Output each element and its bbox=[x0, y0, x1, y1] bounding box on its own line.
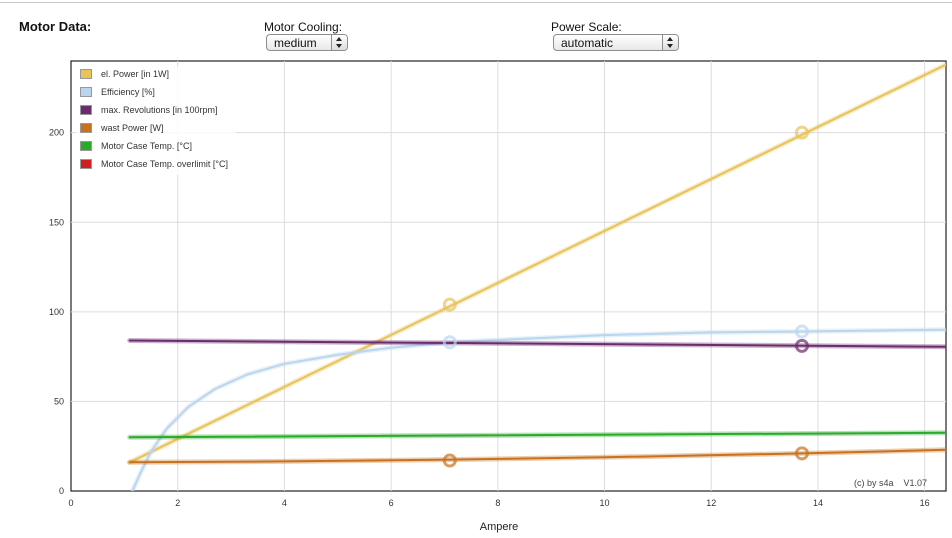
legend-swatch bbox=[80, 69, 92, 79]
x-axis-label: Ampere bbox=[480, 521, 519, 533]
motor-cooling-select[interactable]: medium bbox=[266, 34, 348, 51]
legend-swatch bbox=[80, 123, 92, 133]
legend-label: Motor Case Temp. [°C] bbox=[101, 141, 192, 151]
legend-label: wast Power [W] bbox=[101, 123, 164, 133]
y-tick-label: 0 bbox=[59, 486, 64, 496]
legend-item: Motor Case Temp. overlimit [°C] bbox=[76, 157, 236, 175]
series-line bbox=[128, 63, 946, 464]
top-divider bbox=[0, 2, 952, 3]
credit-text: (c) by s4a V1.07 bbox=[854, 478, 927, 488]
credit-author: (c) by s4a bbox=[854, 478, 894, 488]
motor-cooling-value: medium bbox=[274, 36, 317, 50]
x-tick-label: 0 bbox=[68, 498, 73, 508]
series-line bbox=[128, 448, 946, 464]
series-line bbox=[128, 431, 946, 439]
x-tick-label: 2 bbox=[175, 498, 180, 508]
power-scale-select[interactable]: automatic bbox=[553, 34, 679, 51]
legend-swatch bbox=[80, 159, 92, 169]
x-tick-label: 4 bbox=[282, 498, 287, 508]
select-arrows-icon bbox=[331, 35, 347, 50]
series-marker bbox=[794, 324, 809, 339]
legend-label: max. Revolutions [in 100rpm] bbox=[101, 105, 218, 115]
x-tick-label: 8 bbox=[495, 498, 500, 508]
legend-label: Efficiency [%] bbox=[101, 87, 155, 97]
power-scale-value: automatic bbox=[561, 36, 614, 50]
motor-cooling-label: Motor Cooling: bbox=[264, 20, 343, 34]
x-tick-label: 6 bbox=[389, 498, 394, 508]
credit-version: V1.07 bbox=[903, 478, 928, 488]
y-tick-label: 50 bbox=[54, 396, 64, 406]
x-tick-label: 16 bbox=[920, 498, 930, 508]
legend-item: Motor Case Temp. [°C] bbox=[76, 139, 236, 157]
x-tick-label: 14 bbox=[813, 498, 823, 508]
chart-markers bbox=[442, 125, 809, 468]
legend-label: Motor Case Temp. overlimit [°C] bbox=[101, 159, 228, 169]
chart-ticks: 0 2 4 6 8 10 12 14 16 0 50 100 150 200 bbox=[49, 128, 930, 508]
legend-swatch bbox=[80, 105, 92, 115]
y-tick-label: 150 bbox=[49, 217, 64, 227]
y-tick-label: 200 bbox=[49, 128, 64, 138]
series-line bbox=[131, 328, 946, 491]
series-marker bbox=[794, 125, 809, 140]
x-tick-label: 12 bbox=[706, 498, 716, 508]
legend-item: el. Power [in 1W] bbox=[76, 67, 236, 85]
legend-item: wast Power [W] bbox=[76, 121, 236, 139]
select-arrows-icon bbox=[662, 35, 678, 50]
series-marker bbox=[442, 453, 457, 468]
series-marker bbox=[794, 338, 809, 353]
legend-swatch bbox=[80, 87, 92, 97]
legend-swatch bbox=[80, 141, 92, 151]
y-tick-label: 100 bbox=[49, 307, 64, 317]
legend-label: el. Power [in 1W] bbox=[101, 69, 170, 79]
chart-legend: el. Power [in 1W] Efficiency [%] max. Revo… bbox=[76, 67, 236, 175]
page-title: Motor Data: bbox=[19, 19, 92, 34]
series-marker bbox=[794, 446, 809, 461]
series-marker bbox=[442, 297, 457, 312]
x-tick-label: 10 bbox=[600, 498, 610, 508]
series-marker bbox=[442, 335, 457, 350]
legend-item: Efficiency [%] bbox=[76, 85, 236, 103]
legend-item: max. Revolutions [in 100rpm] bbox=[76, 103, 236, 121]
series-line bbox=[128, 339, 946, 348]
power-scale-label: Power Scale: bbox=[551, 20, 622, 34]
chart-series bbox=[127, 62, 946, 491]
